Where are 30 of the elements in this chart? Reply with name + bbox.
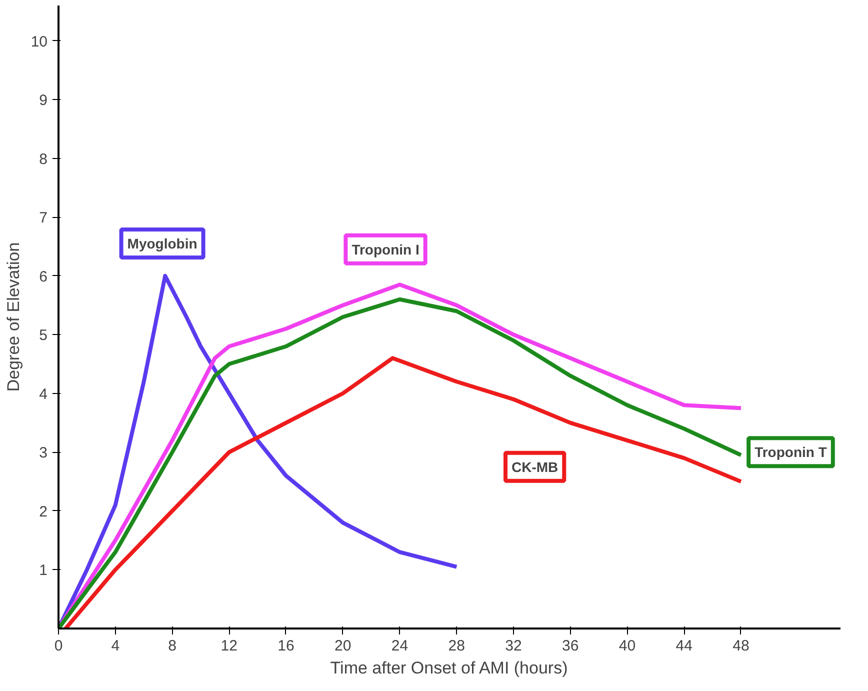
y-axis-title: Degree of Elevation [4, 242, 23, 392]
y-tick-label: 2 [39, 503, 48, 520]
y-tick-label: 6 [39, 268, 48, 286]
x-tick-label: 4 [111, 638, 120, 654]
x-tick-label: 24 [391, 638, 408, 654]
y-tick-label: 8 [39, 150, 48, 168]
y-tick-label: 7 [39, 210, 48, 227]
y-tick-label: 10 [30, 33, 48, 50]
y-tick-label: 3 [39, 444, 48, 462]
x-tick-label: 8 [168, 638, 176, 654]
y-tick-label: 9 [39, 92, 48, 110]
line-series [64, 356, 743, 628]
y-tick-label: 4 [39, 386, 48, 403]
x-tick-label: 16 [278, 638, 294, 654]
series-label: Troponin T [754, 444, 828, 460]
x-tick-label: 28 [448, 638, 465, 654]
y-tick-label: 5 [39, 327, 48, 344]
x-tick-label: 44 [676, 638, 692, 654]
x-tick-label: 0 [54, 638, 63, 654]
x-tick-label: 32 [505, 638, 522, 654]
y-tick-label: 1 [39, 562, 48, 580]
x-tick-label: 48 [732, 638, 750, 654]
text: Troponin I [352, 241, 420, 258]
x-tick-label: 12 [220, 638, 238, 654]
x-tick-label: 36 [562, 638, 579, 654]
text: Myoglobin [127, 236, 198, 252]
text: CK-MB [511, 458, 558, 475]
x-tick-label: 40 [618, 638, 636, 654]
x-axis-title: Time after Onset of AMI (hours) [330, 658, 568, 678]
x-tick-label: 20 [334, 638, 352, 654]
